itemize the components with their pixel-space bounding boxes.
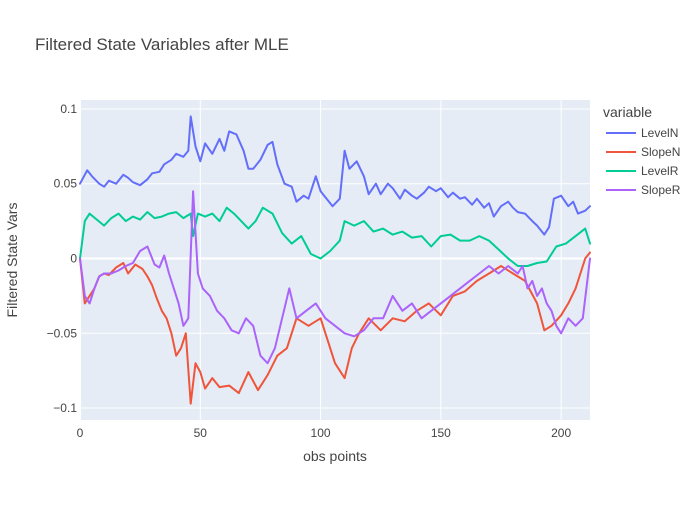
y-tick-label: 0.05: [54, 177, 78, 191]
x-tick-label: 200: [551, 426, 571, 440]
x-axis-title: obs points: [303, 448, 367, 464]
series-line-levelr: [79, 206, 591, 267]
chart-title: Filtered State Variables after MLE: [35, 35, 289, 54]
x-tick-label: 100: [311, 426, 331, 440]
series-lines: [79, 115, 591, 405]
y-axis-title: Filtered State Vars: [4, 203, 20, 318]
x-axis-ticks: 0 50 100 150 200: [77, 426, 572, 440]
legend-item-slopen[interactable]: SlopeN: [606, 145, 680, 159]
series-line-leveln: [79, 115, 591, 236]
y-tick-label: 0: [70, 252, 77, 266]
series-line-sloper: [79, 190, 591, 365]
y-tick-label: −0.05: [47, 326, 78, 340]
legend-item-sloper[interactable]: SlopeR: [606, 183, 681, 197]
y-tick-label: 0.1: [60, 102, 77, 116]
x-tick-label: 150: [431, 426, 451, 440]
plot-background: [80, 100, 590, 420]
y-axis-ticks: −0.1 −0.05 0 0.05 0.1: [47, 102, 78, 415]
legend-label: SlopeR: [641, 183, 681, 197]
x-tick-label: 50: [194, 426, 208, 440]
legend-label: SlopeN: [641, 145, 680, 159]
legend-item-levelr[interactable]: LevelR: [606, 164, 679, 178]
legend-label: LevelR: [641, 164, 679, 178]
legend-label: LevelN: [641, 126, 678, 140]
y-tick-label: −0.1: [53, 401, 77, 415]
legend-item-leveln[interactable]: LevelN: [606, 126, 678, 140]
legend: variable LevelN SlopeN LevelR SlopeR: [603, 104, 681, 197]
grid-lines: [79, 100, 590, 420]
x-tick-label: 0: [77, 426, 84, 440]
legend-items: LevelN SlopeN LevelR SlopeR: [606, 126, 681, 197]
legend-title: variable: [603, 104, 652, 120]
